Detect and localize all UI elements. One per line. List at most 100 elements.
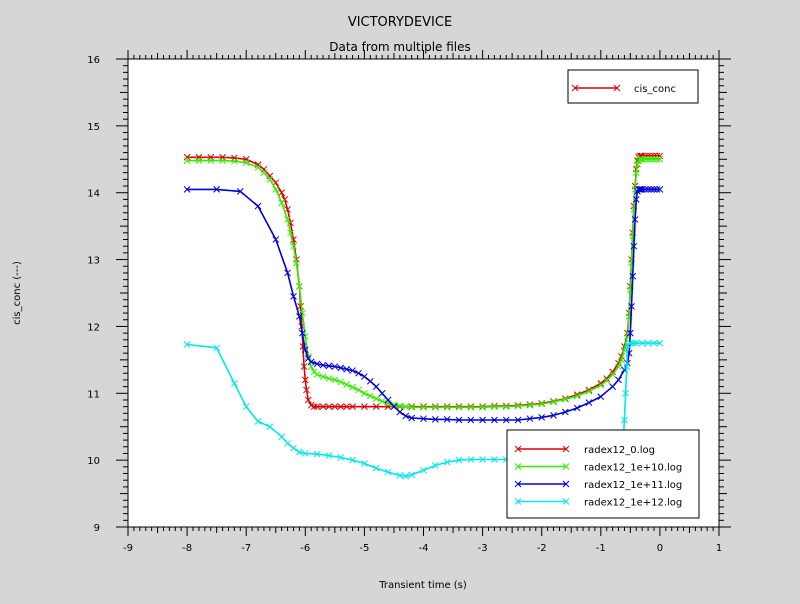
data-point-marker bbox=[325, 403, 333, 411]
data-point-marker bbox=[372, 395, 380, 402]
data-point-marker bbox=[183, 341, 191, 348]
data-point-marker bbox=[390, 401, 398, 409]
data-point-marker bbox=[443, 416, 451, 423]
data-point-marker bbox=[609, 371, 616, 378]
data-point-marker bbox=[331, 376, 339, 384]
data-point-marker bbox=[219, 157, 226, 164]
data-point-marker bbox=[293, 259, 300, 267]
legend-swatch-marker bbox=[562, 498, 570, 505]
x-tick-label: -5 bbox=[359, 543, 369, 554]
data-point-marker bbox=[266, 423, 274, 431]
data-point-marker bbox=[550, 411, 557, 419]
data-point-marker bbox=[561, 395, 569, 403]
data-point-marker bbox=[443, 403, 451, 411]
series-2 bbox=[183, 155, 664, 411]
data-point-marker bbox=[455, 403, 463, 411]
x-tick-label: -1 bbox=[596, 543, 606, 554]
data-point-marker bbox=[526, 401, 534, 409]
data-point-marker bbox=[402, 472, 410, 480]
chart-title: VICTORYDEVICE bbox=[348, 15, 452, 30]
data-point-marker bbox=[325, 452, 333, 459]
legend-swatch-marker bbox=[613, 84, 621, 92]
data-point-marker bbox=[467, 416, 475, 424]
data-point-marker bbox=[443, 458, 451, 466]
data-point-marker bbox=[431, 403, 439, 411]
data-point-marker bbox=[526, 415, 534, 423]
data-point-marker bbox=[420, 415, 427, 423]
data-point-marker bbox=[408, 471, 416, 479]
data-point-marker bbox=[603, 375, 611, 382]
data-point-marker bbox=[361, 460, 368, 467]
legend-entry-label: cis_conc bbox=[634, 84, 676, 95]
data-point-marker bbox=[287, 229, 294, 237]
legend-entry-label: radex12_1e+12.log bbox=[584, 498, 682, 509]
data-point-marker bbox=[343, 365, 351, 373]
data-point-marker bbox=[242, 159, 250, 166]
legend-swatch-marker bbox=[514, 463, 522, 470]
data-point-marker bbox=[337, 364, 345, 372]
data-point-marker bbox=[396, 472, 404, 479]
y-axis-label: cis_conc (---) bbox=[12, 261, 23, 325]
y-tick-label: 16 bbox=[87, 55, 100, 66]
data-point-marker bbox=[638, 186, 646, 193]
data-point-marker bbox=[349, 403, 356, 411]
data-point-marker bbox=[636, 186, 644, 193]
data-point-marker bbox=[653, 155, 661, 163]
legend-swatch-marker bbox=[514, 498, 522, 505]
data-point-marker bbox=[355, 369, 362, 377]
data-point-marker bbox=[636, 155, 644, 163]
data-point-marker bbox=[337, 403, 345, 411]
data-point-marker bbox=[641, 155, 649, 163]
data-point-marker bbox=[301, 376, 309, 384]
data-point-marker bbox=[254, 418, 262, 425]
data-point-marker bbox=[303, 386, 310, 394]
data-point-marker bbox=[372, 403, 380, 411]
y-tick-label: 12 bbox=[87, 322, 100, 333]
y-tick-label: 14 bbox=[87, 189, 100, 200]
data-point-marker bbox=[467, 403, 475, 411]
data-point-marker bbox=[325, 362, 333, 370]
x-tick-label: -9 bbox=[123, 543, 133, 554]
data-point-marker bbox=[254, 163, 262, 171]
data-point-marker bbox=[337, 454, 345, 461]
data-point-marker bbox=[236, 188, 244, 195]
chart-subtitle: Data from multiple files bbox=[329, 40, 471, 54]
y-tick-label: 10 bbox=[87, 456, 100, 467]
legend-swatch-marker bbox=[514, 445, 522, 453]
data-point-marker bbox=[621, 416, 628, 424]
data-point-marker bbox=[597, 393, 605, 400]
data-point-marker bbox=[638, 155, 646, 163]
data-point-marker bbox=[372, 464, 380, 472]
data-point-marker bbox=[254, 202, 262, 210]
data-point-marker bbox=[378, 389, 386, 397]
data-point-marker bbox=[420, 466, 427, 474]
data-point-marker bbox=[573, 392, 581, 400]
data-point-marker bbox=[431, 416, 439, 423]
data-point-marker bbox=[290, 444, 297, 452]
y-tick-label: 15 bbox=[87, 122, 100, 133]
legend-box bbox=[567, 69, 699, 104]
x-tick-label: -2 bbox=[537, 543, 547, 554]
data-point-marker bbox=[183, 157, 191, 164]
data-point-marker bbox=[313, 360, 321, 368]
data-point-marker bbox=[479, 416, 486, 424]
data-point-marker bbox=[301, 450, 309, 457]
data-point-marker bbox=[231, 157, 238, 165]
data-point-marker bbox=[491, 416, 498, 424]
data-point-marker bbox=[272, 236, 280, 243]
data-point-marker bbox=[278, 189, 286, 197]
data-point-marker bbox=[266, 175, 274, 183]
data-point-marker bbox=[272, 186, 280, 193]
data-point-marker bbox=[284, 440, 291, 447]
x-tick-label: 1 bbox=[716, 543, 722, 554]
data-point-marker bbox=[479, 403, 486, 411]
data-point-marker bbox=[402, 403, 410, 411]
data-point-marker bbox=[653, 186, 661, 193]
data-point-marker bbox=[626, 339, 634, 347]
data-point-marker bbox=[609, 368, 616, 376]
data-point-marker bbox=[618, 356, 625, 364]
data-point-marker bbox=[502, 403, 510, 411]
data-point-marker bbox=[195, 157, 203, 164]
